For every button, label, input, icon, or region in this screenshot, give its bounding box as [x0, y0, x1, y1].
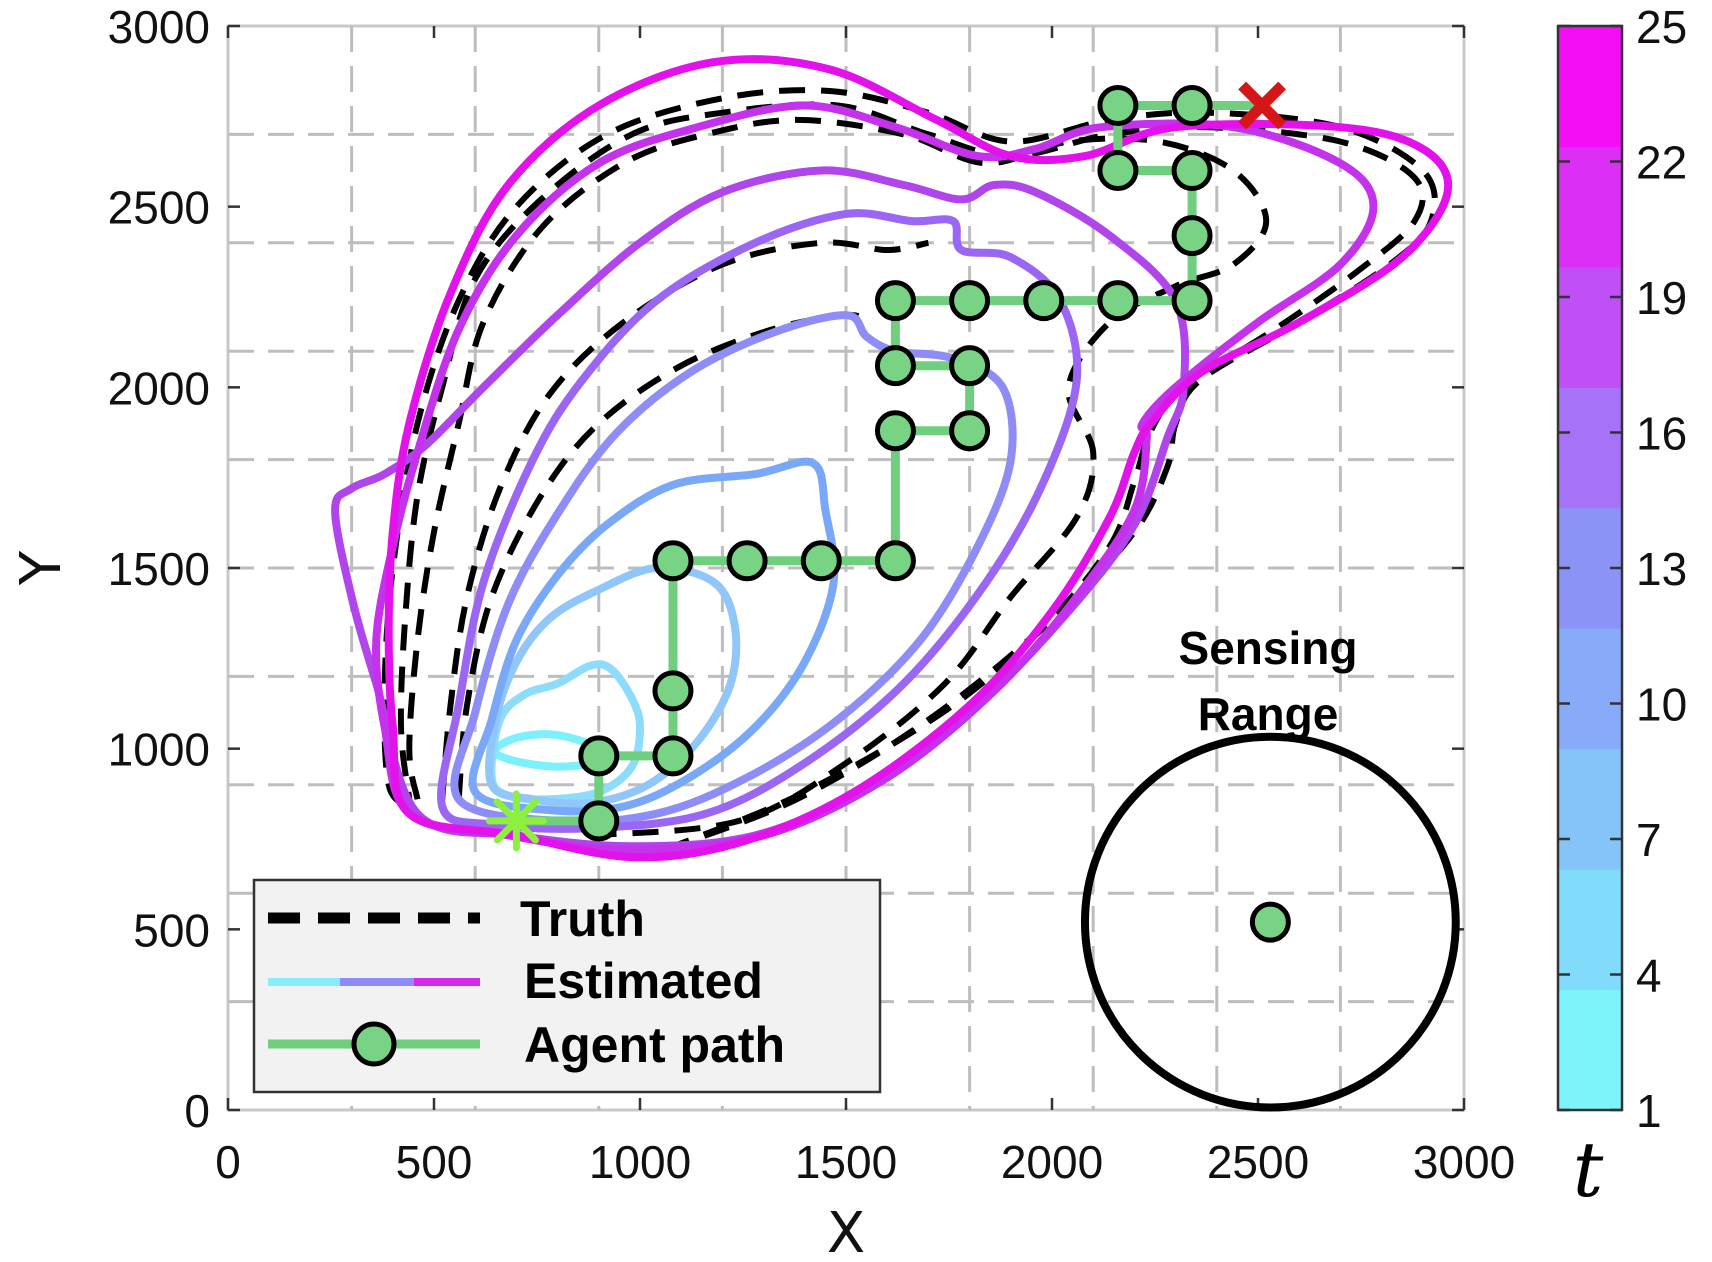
truth-contour	[406, 116, 1270, 839]
agent-waypoint	[1097, 150, 1139, 192]
colorbar-tick-label: 13	[1636, 543, 1687, 595]
y-tick-label: 3000	[108, 1, 210, 53]
y-tick-label: 1000	[108, 724, 210, 776]
goal-marker-stroke	[1238, 81, 1287, 130]
colorbar-band	[1558, 869, 1622, 991]
colorbar-label: t	[1573, 1125, 1604, 1214]
agent-waypoint	[874, 280, 916, 322]
agent-waypoint	[1171, 280, 1213, 322]
x-tick-label: 500	[396, 1136, 473, 1188]
estimated-contour	[450, 311, 1017, 826]
sensing-range-label-line1: Sensing	[1179, 622, 1358, 674]
y-tick-label: 2000	[108, 362, 210, 414]
colorbar-band	[1558, 989, 1622, 1111]
estimated-contour	[384, 55, 1453, 862]
colorbar-tick-label: 10	[1636, 679, 1687, 731]
x-tick-label: 2000	[1001, 1136, 1103, 1188]
y-tick-label: 500	[133, 904, 210, 956]
agent-waypoint	[1097, 280, 1139, 322]
agent-waypoint	[1097, 84, 1139, 126]
colorbar-band	[1558, 26, 1622, 147]
agent-waypoint	[652, 735, 694, 777]
agent-waypoint	[874, 410, 916, 452]
y-tick-label: 2500	[108, 182, 210, 234]
x-tick-label: 3000	[1413, 1136, 1515, 1188]
legend-path-label: Agent path	[524, 1017, 785, 1073]
colorbar: 1 4 7 10 13 16 19 22 25 t	[1556, 1, 1687, 1214]
markers	[485, 81, 1287, 852]
sensing-range-circle	[1080, 732, 1460, 1112]
y-axis-label: Y	[9, 550, 74, 586]
agent-waypoint	[1171, 215, 1213, 257]
colorbar-band	[1558, 266, 1622, 388]
start-marker-stroke	[493, 798, 539, 844]
agent-waypoint	[652, 670, 694, 712]
estimated-contour	[468, 457, 839, 816]
estimated-contour	[437, 209, 1082, 833]
colorbar-tick-label: 16	[1636, 408, 1687, 460]
colorbar-band	[1558, 748, 1622, 870]
agent-waypoint	[800, 540, 842, 582]
colorbar-tick-label: 19	[1636, 272, 1687, 324]
sensing-range-label-line2: Range	[1198, 688, 1339, 740]
agent-waypoint	[1023, 280, 1065, 322]
x-axis-label: X	[827, 1201, 865, 1262]
colorbar-tick-label: 22	[1636, 137, 1687, 189]
colorbar-band	[1558, 387, 1622, 509]
agent-waypoint	[578, 800, 620, 842]
x-tick-label: 1000	[589, 1136, 691, 1188]
agent-waypoint	[874, 540, 916, 582]
colorbar-ticks: 1 4 7 10 13 16 19 22 25	[1558, 1, 1687, 1137]
estimated-contour	[372, 101, 1378, 854]
truth-contour	[439, 239, 930, 800]
legend-path-marker	[351, 1021, 397, 1067]
agent-waypoint	[578, 735, 620, 777]
agent-waypoint	[1171, 84, 1213, 126]
y-tick-label: 1500	[108, 543, 210, 595]
agent-waypoint	[874, 345, 916, 387]
colorbar-tick-label: 25	[1636, 1, 1687, 53]
sensing-range-annotation: Sensing Range	[1080, 622, 1460, 1112]
agent-waypoint	[949, 280, 991, 322]
legend: Truth Estimated Agent path	[252, 878, 882, 1094]
x-tick-label: 1500	[795, 1136, 897, 1188]
agent-waypoint	[726, 540, 768, 582]
sensing-range-agent	[1249, 901, 1291, 943]
agent-path	[520, 84, 1255, 842]
colorbar-tick-label: 1	[1636, 1085, 1662, 1137]
colorbar-tick-label: 7	[1636, 814, 1662, 866]
colorbar-band	[1558, 628, 1622, 750]
x-tick-label: 0	[215, 1136, 241, 1188]
agent-waypoint	[949, 410, 991, 452]
agent-waypoint	[652, 540, 694, 582]
axis-ticks: 0 500 1000 1500 2000 2500 3000 0 500 1000 1500 2000…	[108, 1, 1516, 1188]
legend-truth-label: Truth	[520, 891, 645, 947]
x-tick-label: 2500	[1207, 1136, 1309, 1188]
colorbar-band	[1558, 146, 1622, 268]
agent-waypoint	[1171, 150, 1213, 192]
agent-waypoint	[949, 345, 991, 387]
legend-estimated-label: Estimated	[524, 953, 763, 1009]
colorbar-tick-label: 4	[1636, 950, 1662, 1002]
colorbar-bands	[1558, 26, 1622, 1111]
y-tick-label: 0	[184, 1085, 210, 1137]
